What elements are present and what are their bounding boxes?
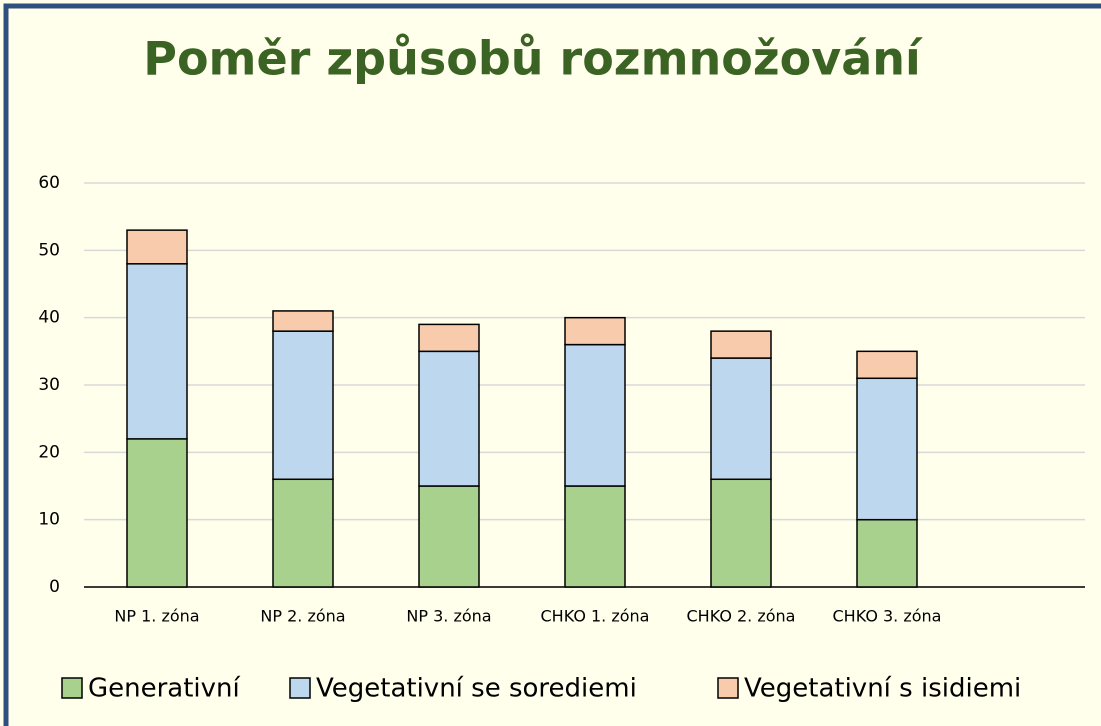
bar-segment [418,485,480,588]
y-tick-label: 60 [38,173,60,193]
chart-title: Poměr způsobů rozmnožování [143,32,923,86]
bar-segment [126,438,188,588]
bar-segment [710,357,772,481]
bar-segment [710,330,772,359]
x-tick-label: NP 3. zóna [406,607,491,626]
y-tick-label: 30 [38,375,60,395]
bar-segment [418,323,480,353]
bar-segment [418,350,480,487]
legend-swatch [717,677,739,699]
y-tick-label: 20 [38,442,60,462]
y-tick-label: 50 [38,240,60,260]
bar-segment [272,310,334,332]
x-tick-label: CHKO 3. zóna [833,607,942,626]
bar-segment [126,263,188,440]
x-tick-label: NP 2. zóna [260,607,345,626]
legend-label: Vegetativní se sorediemi [316,674,637,704]
y-tick-label: 10 [38,510,60,530]
legend-label: Generativní [88,674,241,704]
legend-swatch [61,677,83,699]
bar-segment [272,330,334,481]
bar-segment [856,377,918,521]
bar-segment [564,316,626,346]
y-tick-label: 0 [49,577,60,597]
y-tick-label: 40 [38,308,60,328]
legend-swatch [289,677,311,699]
bar-segment [272,478,334,588]
bar-segment [710,478,772,588]
bar-segment [126,229,188,265]
legend-label: Vegetativní s isidiemi [744,674,1021,704]
bar-segment [564,485,626,588]
x-tick-label: NP 1. zóna [114,607,199,626]
bar-segment [564,343,626,487]
x-tick-label: CHKO 2. zóna [687,607,796,626]
x-tick-label: CHKO 1. zóna [541,607,650,626]
bar-segment [856,350,918,380]
bar-segment [856,518,918,588]
frame [3,3,1101,726]
